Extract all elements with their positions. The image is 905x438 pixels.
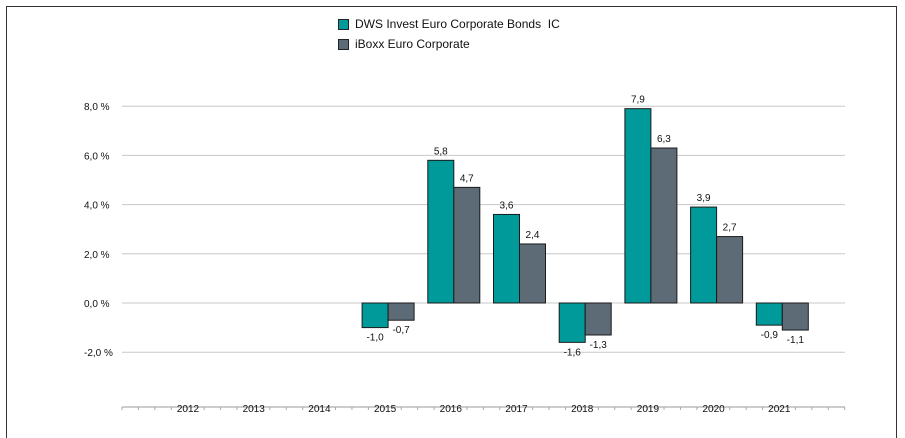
bar-fund — [624, 108, 652, 304]
legend-swatch-fund — [338, 18, 349, 30]
y-tick-label: 8,0 % — [84, 102, 110, 113]
x-tick-label: 2020 — [702, 404, 725, 415]
x-tick-label: 2017 — [505, 404, 528, 415]
data-label-index: 2,7 — [723, 223, 737, 234]
data-label-fund: -0,9 — [761, 330, 779, 341]
y-tick-label: 2,0 % — [84, 250, 110, 261]
bar-fund — [427, 159, 455, 304]
x-tick-label: 2019 — [637, 404, 660, 415]
y-tick-label: 0,0 % — [84, 299, 110, 310]
legend-swatch-index — [338, 38, 349, 50]
bar-fund — [493, 213, 520, 304]
x-tick-label: 2018 — [571, 404, 594, 415]
x-tick-label: 2021 — [768, 404, 791, 415]
data-label-index: -1,3 — [590, 340, 608, 351]
x-tick-label: 2015 — [374, 404, 397, 415]
bar-index — [781, 302, 809, 331]
bar-index — [453, 186, 481, 304]
y-tick-label: 6,0 % — [84, 151, 110, 162]
bar-index — [716, 236, 744, 304]
x-tick-label: 2013 — [243, 404, 266, 415]
legend: DWS Invest Euro Corporate Bonds IC iBoxx… — [338, 14, 560, 54]
bar-index — [519, 243, 546, 304]
data-label-index: 2,4 — [526, 230, 540, 241]
data-label-fund: 5,8 — [434, 146, 448, 157]
bar-fund — [755, 302, 783, 326]
x-tick-label: 2014 — [308, 404, 331, 415]
data-label-index: -0,7 — [392, 325, 410, 336]
data-label-fund: -1,6 — [564, 347, 582, 358]
data-label-fund: -1,0 — [366, 333, 384, 344]
y-tick-label: -2,0 % — [84, 348, 113, 359]
data-label-fund: 7,9 — [631, 95, 645, 106]
legend-label-index: iBoxx Euro Corporate — [355, 37, 470, 51]
bar-fund — [558, 302, 586, 343]
bar-index — [650, 147, 678, 304]
data-label-fund: 3,6 — [500, 200, 514, 211]
bar-fund — [690, 206, 718, 304]
data-label-fund: 3,9 — [697, 193, 711, 204]
x-tick-label: 2012 — [177, 404, 200, 415]
data-label-index: -1,1 — [787, 335, 805, 346]
legend-label-fund: DWS Invest Euro Corporate Bonds IC — [355, 17, 560, 31]
bar-index — [584, 302, 612, 336]
x-tick-label: 2016 — [440, 404, 463, 415]
legend-item-index: iBoxx Euro Corporate — [338, 34, 560, 54]
y-tick-label: 4,0 % — [84, 201, 110, 212]
data-label-index: 6,3 — [657, 134, 671, 145]
bar-index — [387, 302, 415, 321]
bar-fund — [361, 302, 389, 329]
data-label-index: 4,7 — [460, 173, 474, 184]
legend-item-fund: DWS Invest Euro Corporate Bonds IC — [338, 14, 560, 34]
